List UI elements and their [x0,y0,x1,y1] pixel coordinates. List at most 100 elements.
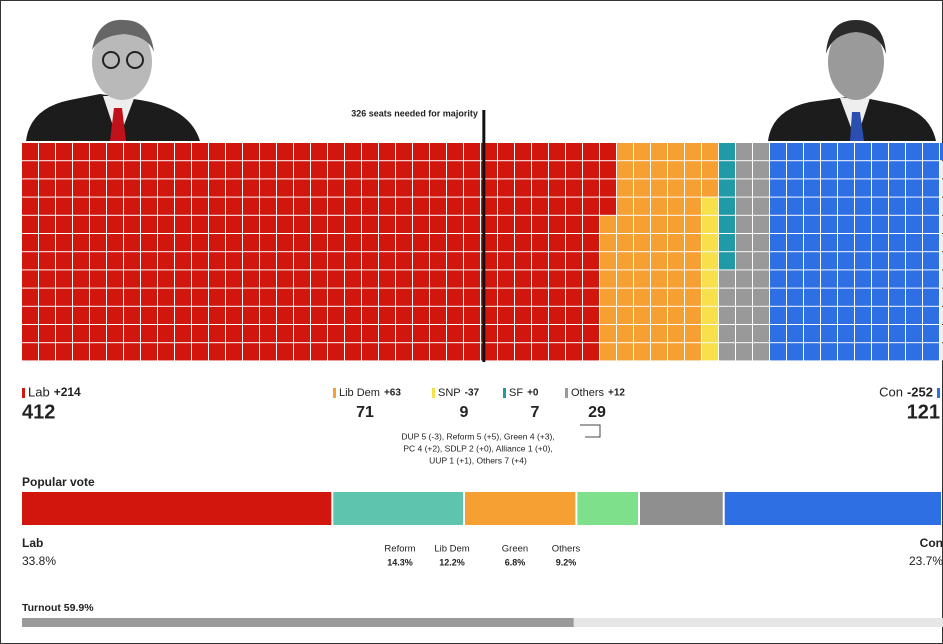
seat-cell [617,143,633,161]
seat-cell [736,252,752,270]
seat-cell [532,252,548,270]
seat-cell [141,306,157,324]
seat-cell [549,179,565,197]
seat-cell [770,306,786,324]
seat-cell [600,306,616,324]
seat-cell [90,325,106,343]
vote-bar [577,492,638,525]
seat-cell [515,161,531,179]
seat-cell [294,197,310,215]
seat-cell [362,161,378,179]
seat-cell [73,252,89,270]
seat-cell [328,215,344,233]
seat-cell [498,215,514,233]
seat-cell [855,215,871,233]
seat-cell [413,306,429,324]
seat-cell [923,252,939,270]
seat-cell [158,306,174,324]
seat-cell [600,143,616,161]
seat-cell [175,306,191,324]
seat-cell [651,143,667,161]
seat-cell [770,179,786,197]
seat-cell [345,288,361,306]
seat-cell [22,252,38,270]
seat-cell [90,197,106,215]
seat-cell [192,325,208,343]
seat-cell [22,306,38,324]
seat-cell [464,325,480,343]
seat-cell [651,288,667,306]
seat-cell [634,179,650,197]
seat-cell [889,197,905,215]
seat-cell [787,343,803,361]
seat-cell [328,306,344,324]
seat-cell [804,161,820,179]
seat-cell [515,252,531,270]
seat-cell [39,179,55,197]
seat-cell [515,197,531,215]
seat-cell [311,270,327,288]
seat-cell [787,143,803,161]
seat-cell [124,306,140,324]
seat-cell [583,306,599,324]
seat-cell [447,343,463,361]
seat-cell [56,325,72,343]
seat-cell [192,179,208,197]
vote-party: Reform [384,544,415,555]
seat-cell [787,161,803,179]
seat-cell [600,252,616,270]
seat-cell [226,143,242,161]
seat-cell [753,234,769,252]
seat-cell [634,252,650,270]
seat-cell [362,325,378,343]
seat-cell [600,288,616,306]
seat-cell [923,215,939,233]
seat-cell [294,252,310,270]
seat-cell [532,288,548,306]
seat-cell [56,343,72,361]
seat-cell [889,143,905,161]
seat-cell [430,306,446,324]
seat-cell [600,179,616,197]
seat-cell [770,343,786,361]
seat-change: +12 [608,388,625,399]
seat-cell [311,343,327,361]
seat-cell [56,179,72,197]
seat-cell [260,197,276,215]
seat-cell [804,234,820,252]
seat-cell [651,215,667,233]
vote-party: Green [502,544,528,555]
seat-cell [141,143,157,161]
seat-cell [770,161,786,179]
seat-cell [260,288,276,306]
seat-cell [855,234,871,252]
seat-cell [787,325,803,343]
seat-cell [243,197,259,215]
seat-cell [158,343,174,361]
seat-cell [277,325,293,343]
seat-cell [430,179,446,197]
seat-cell [889,306,905,324]
seat-cell [362,306,378,324]
seat-cell [872,197,888,215]
seat-cell [872,161,888,179]
seat-cell [804,343,820,361]
seat-cell [430,197,446,215]
seat-cell [787,215,803,233]
seat-cell [906,179,922,197]
seat-cell [124,215,140,233]
seat-cell [328,179,344,197]
seat-cell [175,325,191,343]
seat-cell [872,270,888,288]
seat-cell [702,252,718,270]
seat-cell [566,179,582,197]
seat-cell [192,252,208,270]
seat-cell [838,306,854,324]
party-name: SNP [438,387,461,399]
seat-cell [498,343,514,361]
seat-cell [549,215,565,233]
seat-cell [685,161,701,179]
seat-cell [515,325,531,343]
seat-cell [277,234,293,252]
